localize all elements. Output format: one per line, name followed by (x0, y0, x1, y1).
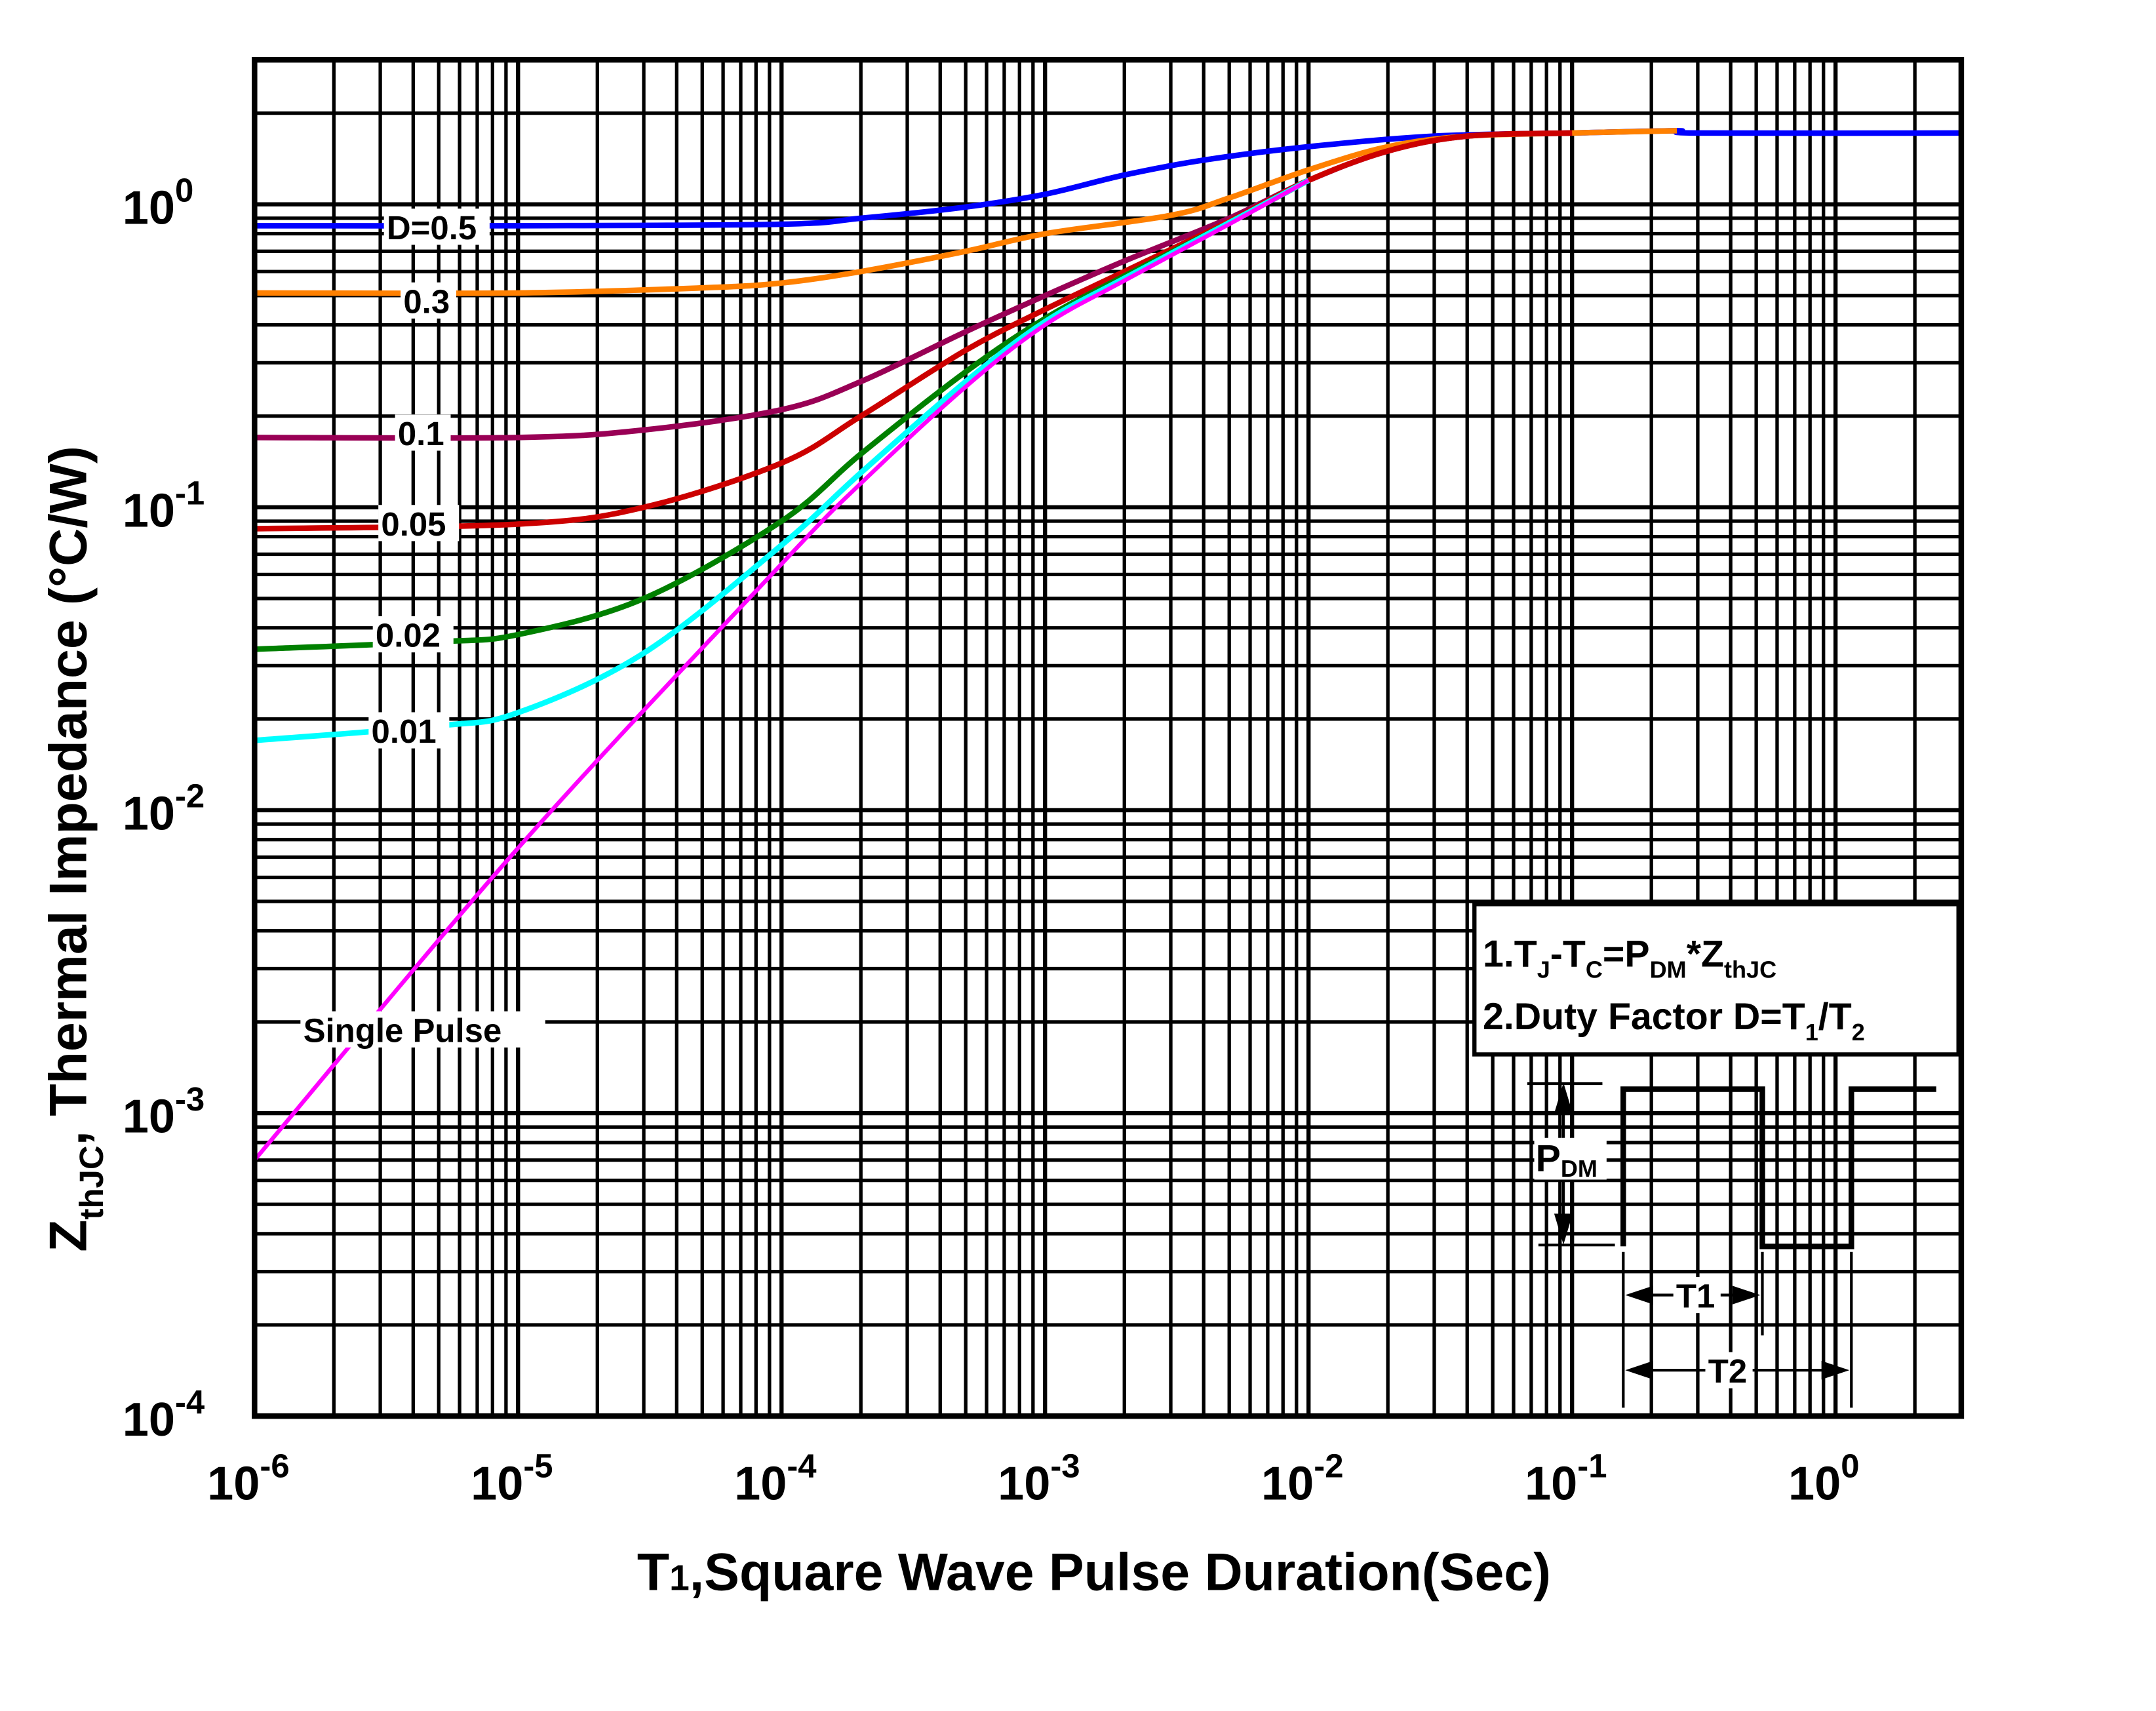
x-tick-label: 100 (1788, 1447, 1860, 1510)
y-tick-label: 10-4 (123, 1383, 205, 1446)
x-tick-label: 10-3 (998, 1447, 1080, 1510)
curves (252, 128, 1961, 1162)
notes-box: 1.TJ-TC=PDM*ZthJC 2.Duty Factor D=T1/T2 (1472, 902, 1961, 1057)
label-d05: D=0.5 (387, 209, 477, 246)
x-tick-labels: 10-6 10-5 10-4 10-3 10-2 10-1 100 (207, 1447, 1859, 1510)
curve-labels: D=0.5 0.3 0.1 0.05 0.02 0.01 Single Puls… (300, 208, 545, 1049)
inset-t1-label: T1 (1676, 1278, 1715, 1315)
y-axis-title: ZthJC, Thermal Impedance (°C/W) (39, 446, 110, 1251)
plot-frame (252, 57, 1965, 1419)
x-axis-title: T1,Square Wave Pulse Duration(Sec) (637, 1543, 1551, 1602)
inset-t2-label: T2 (1708, 1352, 1747, 1390)
x-tick-label: 10-6 (207, 1447, 289, 1510)
label-d03: 0.3 (403, 283, 450, 320)
y-tick-label: 10-3 (123, 1080, 205, 1143)
label-single-pulse: Single Pulse (304, 1012, 502, 1049)
y-tick-label: 100 (123, 171, 194, 234)
x-tick-label: 10-2 (1261, 1447, 1343, 1510)
series-line-0 (254, 128, 1961, 229)
note-line-1: 1.TJ-TC=PDM*ZthJC (1483, 934, 1776, 983)
label-d01: 0.1 (398, 415, 444, 452)
series-line-6 (252, 178, 1310, 1162)
x-tick-label: 10-4 (734, 1447, 817, 1510)
label-d005: 0.05 (381, 505, 446, 543)
y-tick-label: 10-2 (123, 777, 205, 840)
x-tick-label: 10-5 (471, 1447, 553, 1510)
label-d002: 0.02 (376, 617, 441, 654)
grid (252, 58, 1963, 1419)
inset-pdm-label: PDM (1536, 1138, 1597, 1182)
label-d001: 0.01 (372, 713, 437, 750)
y-tick-label: 10-1 (123, 475, 205, 538)
note-line-2: 2.Duty Factor D=T1/T2 (1483, 996, 1865, 1046)
y-tick-labels: 100 10-1 10-2 10-3 10-4 (123, 171, 205, 1446)
series-line-3 (254, 130, 1573, 532)
x-tick-label: 10-1 (1525, 1447, 1607, 1510)
